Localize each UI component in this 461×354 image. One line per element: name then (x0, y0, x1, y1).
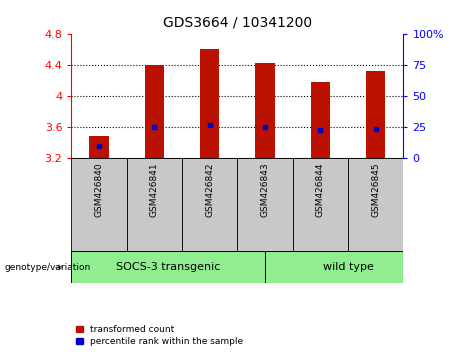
Text: SOCS-3 transgenic: SOCS-3 transgenic (116, 262, 220, 272)
Bar (71, 251, 265, 283)
Bar (348, 158, 403, 251)
Text: GSM426843: GSM426843 (260, 162, 270, 217)
Title: GDS3664 / 10341200: GDS3664 / 10341200 (163, 16, 312, 30)
Bar (182, 158, 237, 251)
Bar (71, 158, 127, 251)
Text: GSM426840: GSM426840 (95, 162, 104, 217)
Bar (293, 158, 348, 251)
Bar (366, 71, 385, 158)
Text: genotype/variation: genotype/variation (5, 263, 91, 272)
Bar (89, 136, 109, 158)
Legend: transformed count, percentile rank within the sample: transformed count, percentile rank withi… (76, 325, 243, 346)
Bar (237, 158, 293, 251)
Text: GSM426844: GSM426844 (316, 162, 325, 217)
Text: GSM426841: GSM426841 (150, 162, 159, 217)
Bar (127, 158, 182, 251)
Bar (255, 63, 275, 158)
Bar (265, 251, 431, 283)
Bar (145, 64, 164, 158)
Bar (311, 82, 330, 158)
Text: wild type: wild type (323, 262, 373, 272)
Bar (200, 49, 219, 158)
Text: GSM426845: GSM426845 (371, 162, 380, 217)
Text: GSM426842: GSM426842 (205, 162, 214, 217)
